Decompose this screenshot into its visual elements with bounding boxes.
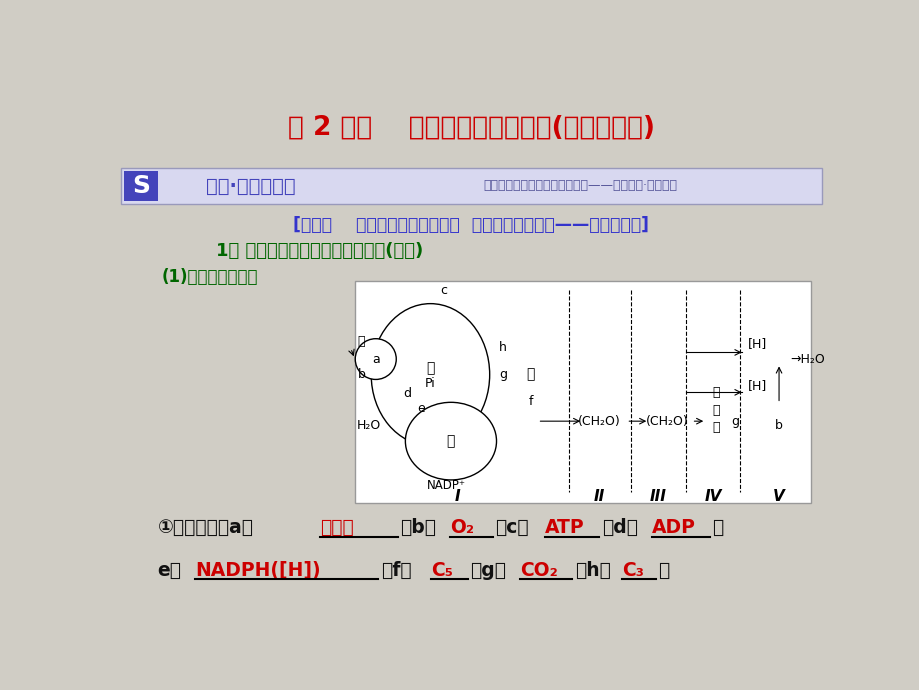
- Text: 第 2 课时    光合作用与细胞呼吸(难点增分课): 第 2 课时 光合作用与细胞呼吸(难点增分课): [288, 115, 654, 141]
- Text: H₂O: H₂O: [357, 419, 380, 432]
- Text: →H₂O: →H₂O: [789, 353, 824, 366]
- Text: (CH₂O): (CH₂O): [645, 415, 688, 428]
- Text: e：: e：: [157, 561, 181, 580]
- Ellipse shape: [405, 402, 496, 480]
- Text: h: h: [498, 342, 506, 355]
- Text: b: b: [775, 419, 782, 432]
- Bar: [355, 282, 810, 503]
- Text: (CH₂O): (CH₂O): [577, 415, 619, 428]
- Text: a: a: [371, 353, 380, 366]
- Text: IV: IV: [704, 489, 720, 504]
- Text: C₃: C₃: [621, 561, 643, 580]
- Text: III: III: [649, 489, 666, 504]
- Text: ，h：: ，h：: [574, 561, 610, 580]
- Bar: [124, 170, 158, 201]
- Text: ，g：: ，g：: [470, 561, 505, 580]
- Text: NADPH([H]): NADPH([H]): [195, 561, 320, 580]
- Text: II: II: [593, 489, 604, 504]
- Text: 酶: 酶: [447, 434, 455, 448]
- Circle shape: [355, 339, 396, 380]
- Text: ，f：: ，f：: [380, 561, 411, 580]
- Text: 。: 。: [658, 561, 669, 580]
- Text: ATP: ATP: [545, 518, 584, 538]
- Text: ADP: ADP: [652, 518, 695, 538]
- Text: ，: ，: [711, 518, 723, 538]
- Text: S: S: [132, 174, 150, 198]
- Text: g: g: [498, 368, 506, 381]
- Text: ，b：: ，b：: [400, 518, 436, 538]
- Text: c: c: [440, 284, 448, 297]
- Text: 课堂·三步破难点: 课堂·三步破难点: [206, 177, 295, 195]
- Text: Pi: Pi: [425, 377, 436, 390]
- Text: (1)物质转变过程：: (1)物质转变过程：: [162, 268, 257, 286]
- Text: e: e: [417, 402, 425, 415]
- Text: O₂: O₂: [449, 518, 473, 538]
- Text: 酸: 酸: [712, 422, 720, 434]
- Text: V: V: [772, 489, 784, 504]
- Text: 酮: 酮: [712, 404, 720, 417]
- Text: b: b: [357, 368, 365, 381]
- Text: g: g: [731, 415, 739, 428]
- Ellipse shape: [370, 304, 489, 446]
- Text: d: d: [403, 387, 411, 400]
- Text: C₅: C₅: [431, 561, 453, 580]
- Text: ，d：: ，d：: [601, 518, 637, 538]
- Bar: [121, 168, 821, 204]
- Text: CO₂: CO₂: [520, 561, 558, 580]
- Text: ①物质名称：a：: ①物质名称：a：: [157, 518, 254, 538]
- Text: [H]: [H]: [747, 380, 766, 392]
- Text: 酶: 酶: [425, 361, 434, 375]
- Text: 光: 光: [357, 335, 365, 348]
- Text: [H]: [H]: [747, 337, 766, 350]
- Text: 酶: 酶: [526, 368, 534, 382]
- Text: 1． 光合作用与细胞呼吸过程图解(填空): 1． 光合作用与细胞呼吸过程图解(填空): [216, 241, 423, 259]
- Text: ，c：: ，c：: [495, 518, 528, 538]
- Text: 丙: 丙: [712, 386, 720, 399]
- Text: [第一步    掌握原理、准确析图，  提高图文转换能力——明确是什么]: [第一步 掌握原理、准确析图， 提高图文转换能力——明确是什么]: [293, 216, 649, 234]
- Text: I: I: [455, 489, 460, 504]
- Text: NADP⁺: NADP⁺: [426, 479, 465, 492]
- Text: 学什么、怎么学，增分点在哪里——针对提能·轻松补短: 学什么、怎么学，增分点在哪里——针对提能·轻松补短: [482, 179, 676, 193]
- Text: 叶绿素: 叶绿素: [320, 518, 354, 538]
- Text: f: f: [528, 395, 532, 408]
